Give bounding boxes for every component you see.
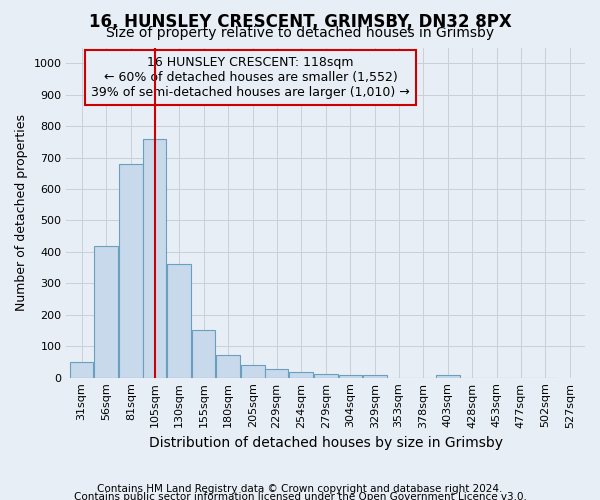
Text: 16, HUNSLEY CRESCENT, GRIMSBY, DN32 8PX: 16, HUNSLEY CRESCENT, GRIMSBY, DN32 8PX <box>89 12 511 30</box>
Bar <box>167 264 191 378</box>
Text: Size of property relative to detached houses in Grimsby: Size of property relative to detached ho… <box>106 26 494 40</box>
Bar <box>241 365 265 378</box>
Y-axis label: Number of detached properties: Number of detached properties <box>15 114 28 311</box>
Bar <box>436 375 460 378</box>
Bar <box>70 362 94 378</box>
Bar <box>94 246 118 378</box>
X-axis label: Distribution of detached houses by size in Grimsby: Distribution of detached houses by size … <box>149 436 503 450</box>
Text: 16 HUNSLEY CRESCENT: 118sqm
← 60% of detached houses are smaller (1,552)
39% of : 16 HUNSLEY CRESCENT: 118sqm ← 60% of det… <box>91 56 410 99</box>
Bar <box>192 330 215 378</box>
Bar <box>217 354 240 378</box>
Text: Contains public sector information licensed under the Open Government Licence v3: Contains public sector information licen… <box>74 492 526 500</box>
Bar <box>289 372 313 378</box>
Bar <box>363 375 387 378</box>
Bar <box>143 138 166 378</box>
Bar <box>265 369 289 378</box>
Bar <box>338 375 362 378</box>
Bar <box>314 374 338 378</box>
Bar <box>119 164 143 378</box>
Text: Contains HM Land Registry data © Crown copyright and database right 2024.: Contains HM Land Registry data © Crown c… <box>97 484 503 494</box>
